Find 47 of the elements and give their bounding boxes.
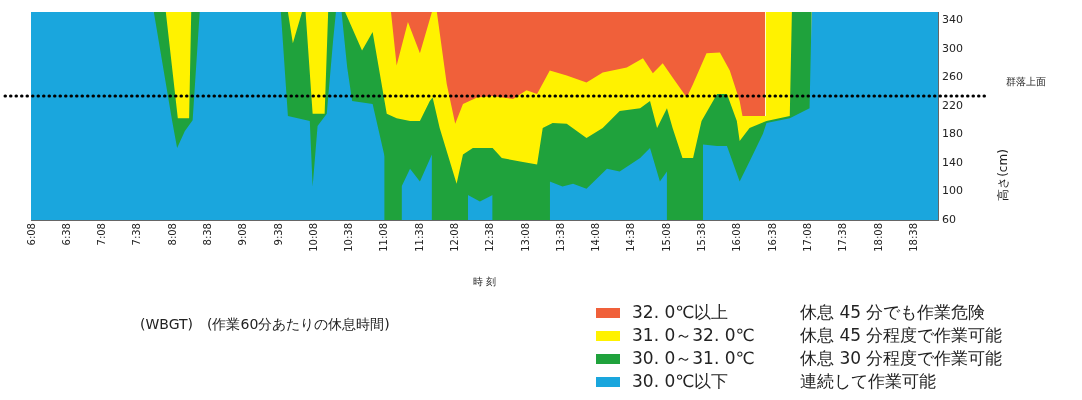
legend-label: 30. 0℃以下 <box>632 370 730 393</box>
y-tick-label: 140 <box>942 155 963 169</box>
y-tick-label: 180 <box>942 127 963 141</box>
text: 休息 45 分程度で作業可能 <box>800 324 1003 347</box>
x-tick-label: 16:38 <box>766 223 778 252</box>
x-tick-label: 13:08 <box>519 223 531 252</box>
text: (作業60分あたりの休息時間) <box>207 316 390 332</box>
x-tick-label: 11:38 <box>413 223 425 252</box>
x-tick-label: 8:08 <box>166 223 178 246</box>
x-tick-label: 10:08 <box>307 223 319 252</box>
y-tick-label: 220 <box>942 98 963 112</box>
x-tick-label: 7:08 <box>96 223 108 246</box>
x-tick-label: 18:08 <box>872 223 884 252</box>
x-tick-label: 10:38 <box>343 223 355 252</box>
x-tick-label: 6:38 <box>60 223 72 246</box>
ref-line-label: 群落上面 <box>1006 75 1046 87</box>
x-tick-label: 12:38 <box>484 223 496 252</box>
x-tick-label: 16:08 <box>731 223 743 252</box>
y-tick-label: 340 <box>942 13 963 27</box>
y-tick-label: 260 <box>942 70 963 84</box>
y-tick-label: 100 <box>942 184 963 198</box>
x-tick-label: 12:08 <box>449 223 461 252</box>
x-tick-label: 9:38 <box>272 223 284 246</box>
x-tick-label: 13:38 <box>554 223 566 252</box>
y-tick-label: 300 <box>942 41 963 55</box>
x-tick-label: 9:08 <box>237 223 249 246</box>
x-tick-label: 7:38 <box>131 223 143 246</box>
legend-label: 32. 0℃以上 <box>632 301 730 324</box>
text: 休息 30 分程度で作業可能 <box>800 347 1003 370</box>
x-tick-label: 14:08 <box>590 223 602 252</box>
legend-label: 30. 0～31. 0℃ <box>632 347 756 370</box>
x-tick-label: 17:38 <box>837 223 849 252</box>
x-tick-label: 8:38 <box>201 223 213 246</box>
text: (WBGT) <box>140 316 194 332</box>
x-axis-title: 時 刻 <box>472 275 497 287</box>
x-tick-label: 15:38 <box>696 223 708 252</box>
y-tick-label: 60 <box>942 212 956 226</box>
x-tick-label: 17:08 <box>801 223 813 252</box>
legend-label: 31. 0～32. 0℃ <box>632 324 756 347</box>
x-tick-label: 18:38 <box>907 223 919 252</box>
x-tick-label: 11:08 <box>378 223 390 252</box>
text: 連続して作業可能 <box>800 370 936 393</box>
x-tick-label: 14:38 <box>625 223 637 252</box>
x-tick-label: 15:08 <box>660 223 672 252</box>
text: 休息 45 分でも作業危険 <box>800 301 986 324</box>
x-tick-label: 6:08 <box>25 223 37 246</box>
y-axis-title: 高さ(cm) <box>996 149 1011 201</box>
